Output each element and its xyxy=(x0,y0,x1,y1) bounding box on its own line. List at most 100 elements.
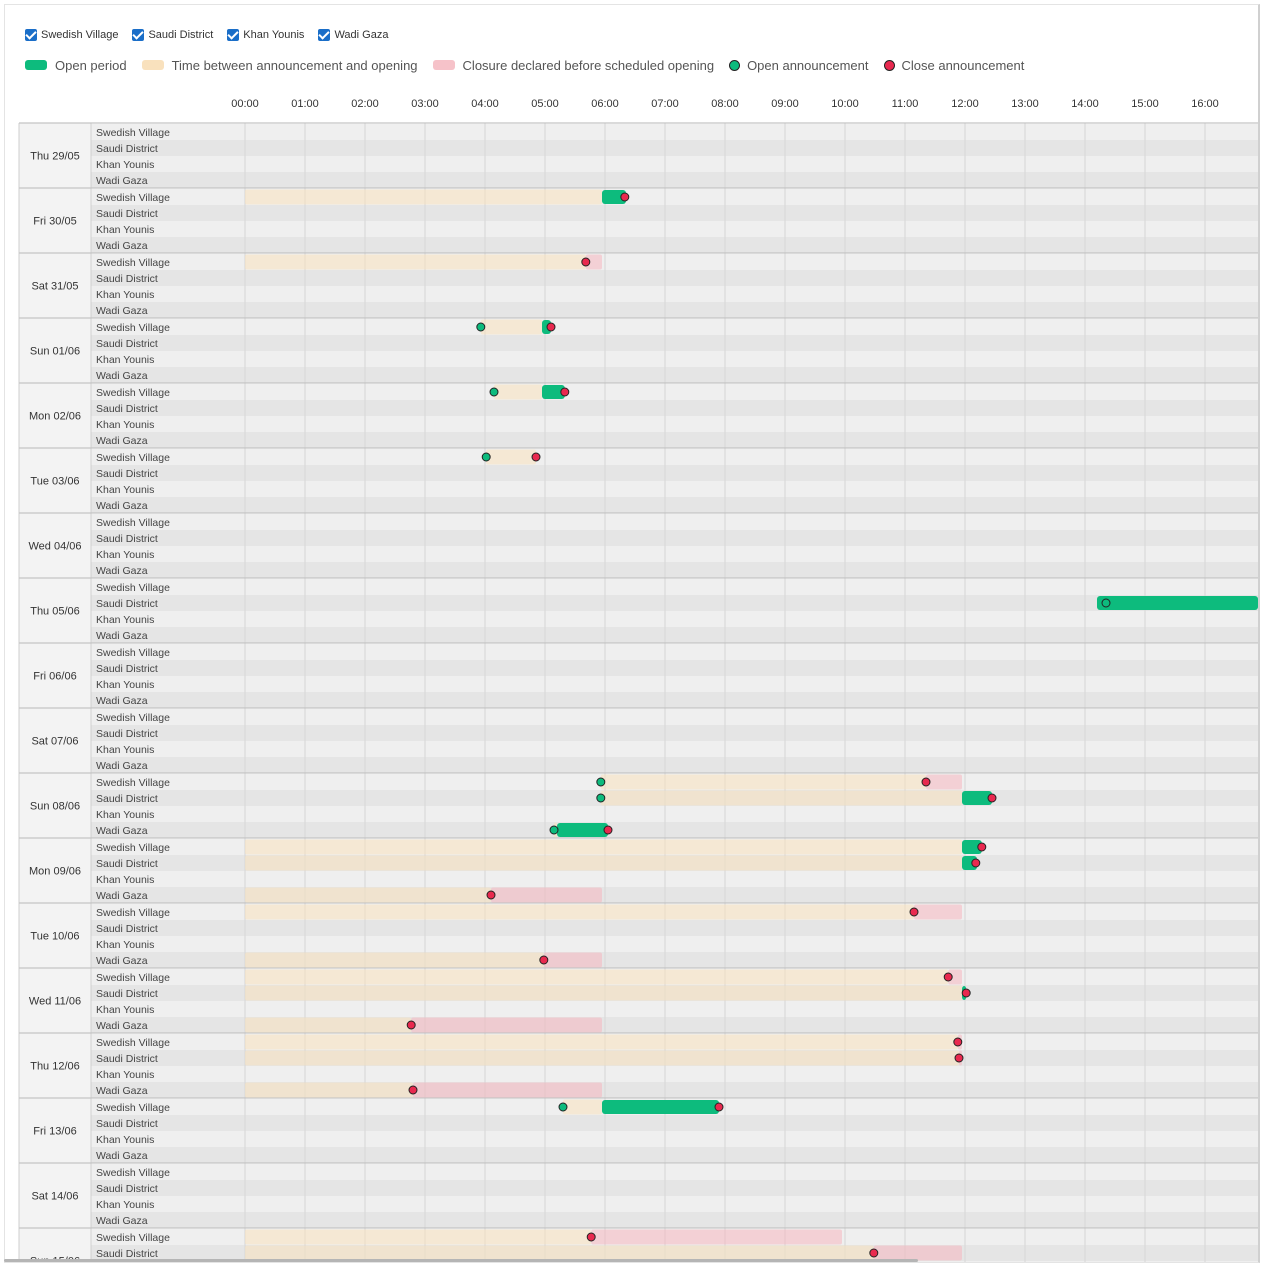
site-row xyxy=(91,936,1258,952)
day-label: Sat 31/05 xyxy=(31,281,78,293)
close-announcement-dot[interactable] xyxy=(714,1102,724,1112)
day-label: Wed 04/06 xyxy=(28,541,81,553)
close-announcement-dot[interactable] xyxy=(581,257,591,267)
filter-khan-younis[interactable]: Khan Younis xyxy=(227,29,304,41)
day-label-cell xyxy=(19,188,91,253)
day-label: Sat 07/06 xyxy=(31,736,78,748)
close-announcement-dot[interactable] xyxy=(486,890,496,900)
closure-before-bar xyxy=(914,904,962,920)
close-announcement-dot[interactable] xyxy=(408,1085,418,1095)
site-row xyxy=(91,449,1258,465)
close-announcement-dot[interactable] xyxy=(953,1037,963,1047)
site-row xyxy=(91,741,1258,757)
site-row xyxy=(91,270,1258,286)
site-row xyxy=(91,286,1258,302)
site-label: Saudi District xyxy=(96,1248,158,1260)
site-row xyxy=(91,481,1258,497)
legend-label: Open period xyxy=(55,57,127,73)
close-announcement-dot[interactable] xyxy=(971,858,981,868)
day-label: Tue 03/06 xyxy=(30,476,79,488)
close-announcement-dot[interactable] xyxy=(954,1053,964,1063)
closure-before-bar xyxy=(543,952,602,968)
checkbox-checked-icon[interactable] xyxy=(25,29,37,41)
closure-before-bar xyxy=(491,887,602,903)
checkbox-checked-icon[interactable] xyxy=(227,29,240,41)
close-announcement-dot[interactable] xyxy=(539,955,549,965)
site-label: Swedish Village xyxy=(96,907,170,919)
open-announcement-dot[interactable] xyxy=(1101,598,1111,608)
close-announcement-dot[interactable] xyxy=(977,842,987,852)
filter-saudi-district[interactable]: Saudi District xyxy=(132,29,213,41)
open-announcement-dot[interactable] xyxy=(481,452,491,462)
closure-before-bar xyxy=(585,254,602,270)
checkbox-checked-icon[interactable] xyxy=(318,29,331,41)
close-announcement-dot[interactable] xyxy=(586,1232,596,1242)
close-announcement-dot[interactable] xyxy=(869,1248,879,1258)
site-label: Saudi District xyxy=(96,273,158,285)
time-between-bar xyxy=(486,449,536,465)
time-between-bar xyxy=(494,384,542,400)
close-announcement-dot[interactable] xyxy=(531,452,541,462)
site-row xyxy=(91,725,1258,741)
site-label: Wadi Gaza xyxy=(96,890,148,902)
site-label: Saudi District xyxy=(96,1183,158,1195)
close-announcement-dot[interactable] xyxy=(987,793,997,803)
close-announcement-dot[interactable] xyxy=(620,192,630,202)
site-label: Wadi Gaza xyxy=(96,695,148,707)
filter-swedish-village[interactable]: Swedish Village xyxy=(25,29,118,41)
day-label-cell xyxy=(19,1098,91,1163)
site-label: Saudi District xyxy=(96,468,158,480)
legend-label: Time between announcement and opening xyxy=(171,57,418,73)
open-announcement-dot[interactable] xyxy=(596,793,606,803)
site-label: Swedish Village xyxy=(96,517,170,529)
day-label-cell xyxy=(19,123,91,188)
site-row xyxy=(91,1164,1258,1180)
site-label: Wadi Gaza xyxy=(96,1085,148,1097)
site-label: Swedish Village xyxy=(96,647,170,659)
closure-before-bar xyxy=(591,1229,842,1245)
close-announcement-dot[interactable] xyxy=(546,322,556,332)
open-announcement-dot[interactable] xyxy=(489,387,499,397)
site-label: Wadi Gaza xyxy=(96,565,148,577)
time-between-bar xyxy=(480,319,542,335)
horizontal-scrollbar[interactable] xyxy=(4,1259,918,1262)
close-announcement-dot-icon xyxy=(883,59,895,71)
site-label: Saudi District xyxy=(96,208,158,220)
x-tick-label: 03:00 xyxy=(411,98,439,110)
time-between-bar xyxy=(245,904,914,920)
filter-label: Khan Younis xyxy=(243,29,305,41)
open-announcement-dot[interactable] xyxy=(558,1102,568,1112)
site-row xyxy=(91,432,1258,448)
open-announcement-dot[interactable] xyxy=(549,825,559,835)
open-announcement-dot[interactable] xyxy=(476,322,486,332)
site-label: Swedish Village xyxy=(96,452,170,464)
day-label: Sun 08/06 xyxy=(30,801,80,813)
legend-label: Close announcement xyxy=(901,57,1025,73)
close-announcement-dot[interactable] xyxy=(560,387,570,397)
site-label: Swedish Village xyxy=(96,972,170,984)
close-announcement-dot[interactable] xyxy=(909,907,919,917)
site-label: Saudi District xyxy=(96,1118,158,1130)
closure-before-bar xyxy=(873,1245,962,1261)
site-row xyxy=(91,1147,1258,1163)
day-label-cell xyxy=(19,1228,91,1262)
filter-wadi-gaza[interactable]: Wadi Gaza xyxy=(318,29,388,41)
site-row xyxy=(91,221,1258,237)
time-between-bar xyxy=(245,1050,959,1066)
open-period-swatch xyxy=(25,60,47,70)
close-announcement-dot[interactable] xyxy=(603,825,613,835)
time-between-bar xyxy=(245,1245,874,1261)
open-announcement-dot[interactable] xyxy=(596,777,606,787)
checkbox-checked-icon[interactable] xyxy=(132,29,145,41)
open-period-bar xyxy=(602,190,626,204)
site-label: Saudi District xyxy=(96,533,158,545)
close-announcement-dot[interactable] xyxy=(943,972,953,982)
site-row xyxy=(91,384,1258,400)
legend-closure-before: Closure declared before scheduled openin… xyxy=(432,58,714,73)
close-announcement-dot[interactable] xyxy=(921,777,931,787)
close-announcement-dot[interactable] xyxy=(961,988,971,998)
site-label: Wadi Gaza xyxy=(96,175,148,187)
close-announcement-dot[interactable] xyxy=(406,1020,416,1030)
site-row xyxy=(91,302,1258,318)
day-label: Fri 30/05 xyxy=(33,216,76,228)
